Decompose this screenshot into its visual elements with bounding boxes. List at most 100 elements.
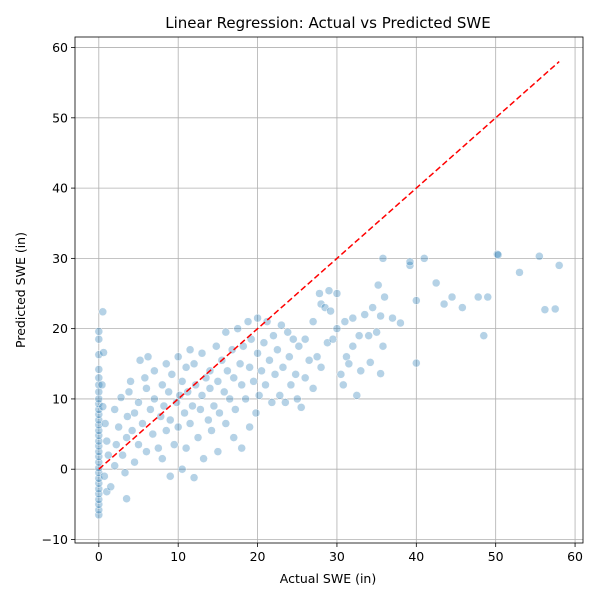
plot-frame — [74, 36, 584, 544]
data-point — [473, 292, 483, 302]
data-point — [229, 373, 238, 383]
data-point — [550, 304, 560, 314]
data-point — [289, 334, 298, 344]
data-point — [493, 249, 502, 259]
data-point — [364, 331, 373, 340]
data-point — [277, 320, 286, 330]
data-point — [172, 398, 181, 407]
data-point — [135, 356, 145, 365]
data-point — [100, 471, 109, 481]
data-point — [241, 394, 250, 404]
y-tick-label: 20 — [52, 321, 68, 336]
data-point — [97, 380, 107, 390]
data-point — [431, 278, 441, 288]
data-point — [360, 310, 369, 319]
data-point — [554, 261, 564, 270]
data-point — [332, 289, 342, 298]
data-point — [332, 324, 342, 333]
data-point — [273, 345, 282, 354]
data-point — [308, 384, 318, 393]
data-point — [185, 419, 195, 428]
data-point — [94, 510, 104, 520]
data-point — [94, 441, 104, 451]
data-point — [124, 387, 134, 397]
data-point — [243, 317, 253, 326]
data-point — [304, 356, 314, 365]
data-point — [207, 426, 216, 435]
data-point — [188, 401, 197, 411]
data-point — [493, 250, 503, 260]
data-point — [261, 380, 270, 390]
data-point — [98, 402, 108, 411]
data-point — [227, 345, 237, 354]
data-point — [223, 366, 232, 376]
data-point — [221, 327, 231, 337]
y-tick-label: 40 — [52, 181, 68, 196]
data-point — [193, 433, 203, 442]
data-point — [94, 452, 104, 461]
data-point — [300, 334, 310, 344]
y-tick-label: 50 — [52, 110, 68, 125]
data-point — [254, 391, 264, 400]
data-point — [166, 415, 175, 425]
data-point — [150, 394, 159, 404]
data-point — [412, 296, 421, 305]
data-point — [235, 359, 245, 369]
data-point — [366, 358, 375, 367]
data-point — [535, 252, 544, 261]
x-tick-label: 50 — [488, 549, 504, 564]
y-tick-label: −10 — [42, 532, 68, 547]
data-point — [348, 341, 358, 351]
data-point — [181, 443, 191, 453]
data-point — [167, 370, 177, 379]
data-point — [212, 341, 221, 351]
data-point — [158, 454, 167, 463]
data-point — [405, 257, 415, 267]
data-point — [146, 405, 155, 414]
data-point — [225, 394, 235, 404]
data-point — [191, 380, 200, 390]
x-tick-label: 60 — [567, 549, 583, 564]
data-point — [420, 254, 429, 263]
data-point — [177, 377, 187, 386]
data-point — [373, 280, 383, 290]
data-point — [259, 338, 269, 347]
data-point — [156, 412, 165, 421]
data-point — [123, 412, 132, 421]
data-point — [204, 415, 213, 425]
data-point — [110, 405, 119, 414]
y-tick-label: 60 — [52, 40, 68, 55]
data-point — [308, 317, 318, 326]
data-point — [378, 341, 388, 351]
data-point — [269, 331, 278, 340]
data-point — [352, 391, 362, 400]
data-point — [376, 369, 385, 378]
data-point — [162, 359, 171, 369]
data-point — [185, 345, 195, 354]
data-point — [154, 443, 163, 453]
data-point — [439, 299, 449, 309]
data-point — [94, 420, 104, 430]
data-point — [196, 405, 205, 414]
data-point — [205, 384, 215, 393]
data-point — [94, 334, 104, 344]
data-point — [94, 489, 104, 499]
data-point — [94, 373, 104, 383]
data-point — [213, 377, 223, 386]
x-axis-label: Actual SWE (in) — [280, 571, 376, 586]
y-axis-ticks: −10 0 10 20 30 40 50 60 — [42, 40, 75, 547]
data-point — [328, 334, 338, 344]
data-point — [253, 313, 262, 323]
data-point — [201, 373, 211, 383]
data-point — [354, 331, 364, 340]
x-tick-label: 40 — [408, 549, 424, 564]
data-point — [300, 373, 310, 383]
data-point — [150, 366, 159, 376]
data-point — [118, 450, 127, 460]
data-point — [278, 363, 288, 372]
data-point — [158, 380, 167, 390]
data-point — [213, 447, 223, 456]
data-point — [378, 254, 388, 263]
data-point — [293, 394, 302, 404]
data-point — [257, 366, 266, 376]
